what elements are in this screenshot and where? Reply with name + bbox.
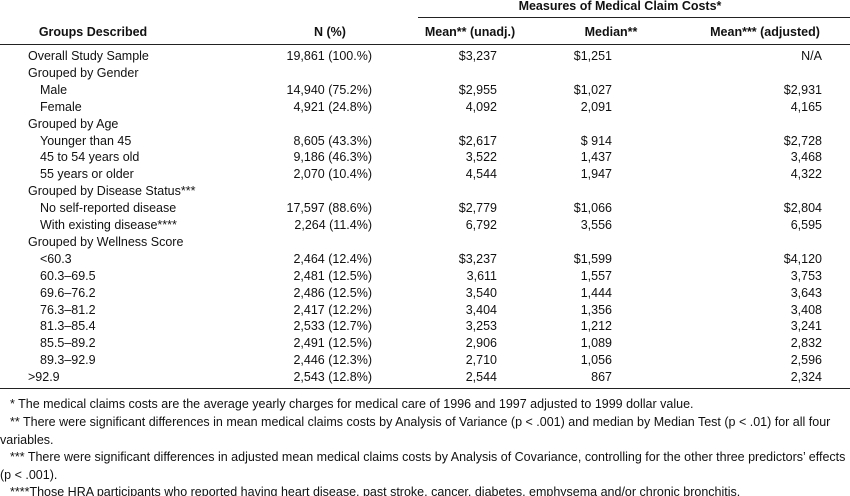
- cell-value: N/A: [801, 49, 822, 63]
- cell-value: 2,446 (12.3%): [293, 353, 372, 368]
- row-label: Male: [40, 82, 68, 97]
- cell-value: 2,486 (12.5%): [293, 285, 372, 300]
- cell-value: 1,356: [580, 302, 612, 317]
- cell-value: 6,792: [465, 218, 497, 232]
- cell-value: $2,779: [458, 201, 497, 216]
- cell-value: 3,468: [790, 150, 822, 165]
- cell-value: 2,544: [465, 370, 497, 385]
- footnote: ** There were significant differences in…: [0, 415, 831, 447]
- group-label: Grouped by Age: [28, 116, 119, 131]
- cell-value: 2,464 (12.4%): [293, 251, 372, 266]
- row-label: Younger than 45: [40, 133, 132, 148]
- column-header: Mean*** (adjusted): [710, 25, 820, 39]
- cell-value: 4,544: [465, 167, 497, 182]
- cell-value: 14,940 (75.2%): [286, 82, 372, 97]
- cell-value: 2,491 (12.5%): [293, 336, 372, 351]
- cell-value: 2,533 (12.7%): [293, 319, 372, 334]
- cell-value: 4,921 (24.8%): [293, 99, 372, 114]
- group-label: Grouped by Disease Status***: [28, 184, 196, 199]
- cell-value: 2,906: [465, 336, 497, 351]
- cell-value: 1,089: [580, 336, 612, 351]
- row-label: 55 years or older: [40, 167, 134, 182]
- cell-value: $1,066: [573, 201, 612, 216]
- row-label: 85.5–89.2: [40, 336, 96, 351]
- rule: [0, 44, 850, 45]
- footnote: *** There were significant differences i…: [0, 450, 846, 482]
- cell-value: 8,605 (43.3%): [293, 133, 372, 148]
- cell-value: $2,728: [783, 133, 822, 148]
- cell-value: 19,861 (100.%): [286, 49, 372, 63]
- cell-value: $3,237: [458, 251, 497, 266]
- row-label: No self-reported disease: [40, 201, 177, 216]
- cell-value: $3,237: [458, 49, 497, 63]
- cell-value: 2,417 (12.2%): [293, 302, 372, 317]
- cell-value: 2,596: [790, 353, 822, 368]
- row-label: <60.3: [40, 251, 72, 266]
- cell-value: 1,947: [580, 167, 612, 182]
- row-label: 69.6–76.2: [40, 285, 96, 300]
- cell-value: $2,804: [783, 201, 822, 216]
- row-label: 60.3–69.5: [40, 268, 96, 283]
- cell-value: 2,264 (11.4%): [294, 218, 372, 232]
- cell-value: 2,710: [465, 353, 497, 368]
- cell-value: 3,522: [465, 150, 497, 165]
- cell-value: 2,481 (12.5%): [293, 268, 372, 283]
- cell-value: $ 914: [580, 133, 612, 148]
- cell-value: $1,251: [573, 49, 612, 63]
- row-label: Overall Study Sample: [28, 49, 149, 63]
- cell-value: 1,056: [580, 353, 612, 368]
- cell-value: $2,617: [458, 133, 497, 148]
- cell-value: 867: [591, 370, 612, 385]
- cell-value: 1,557: [580, 268, 612, 283]
- cell-value: 4,165: [790, 99, 822, 114]
- row-label: 81.3–85.4: [40, 319, 96, 334]
- cell-value: 17,597 (88.6%): [286, 201, 372, 216]
- column-header: N (%): [314, 25, 346, 39]
- cell-value: $2,955: [458, 82, 497, 97]
- cell-value: 2,070 (10.4%): [293, 167, 372, 182]
- row-label: 89.3–92.9: [40, 353, 96, 368]
- cell-value: 4,092: [465, 99, 497, 114]
- cell-value: 3,556: [580, 218, 612, 232]
- footnote: ****Those HRA participants who reported …: [10, 485, 741, 496]
- rule: [418, 17, 850, 18]
- cell-value: 3,540: [465, 285, 497, 300]
- row-label: 76.3–81.2: [40, 302, 96, 317]
- cell-value: 2,324: [790, 370, 822, 385]
- cell-value: 9,186 (46.3%): [293, 150, 372, 165]
- cell-value: 3,408: [790, 302, 822, 317]
- cell-value: 6,595: [790, 218, 822, 232]
- rule: [0, 388, 850, 389]
- cell-value: 1,444: [580, 285, 612, 300]
- cell-value: 3,241: [790, 319, 822, 334]
- cell-value: 2,543 (12.8%): [293, 370, 372, 385]
- footnote: * The medical claims costs are the avera…: [10, 397, 694, 411]
- row-label: With existing disease****: [40, 218, 177, 232]
- column-header: Groups Described: [38, 25, 148, 39]
- cell-value: 2,091: [580, 99, 612, 114]
- group-label: Grouped by Gender: [28, 65, 139, 80]
- cell-value: 3,753: [790, 268, 822, 283]
- cell-value: 1,437: [580, 150, 612, 165]
- row-label: 45 to 54 years old: [40, 150, 140, 165]
- column-header: Mean** (unadj.): [424, 25, 516, 39]
- cell-value: 2,832: [790, 336, 822, 351]
- cell-value: 3,253: [465, 319, 497, 334]
- row-label: Female: [40, 99, 82, 114]
- row-label: >92.9: [28, 370, 60, 385]
- cell-value: 4,322: [790, 167, 822, 182]
- cell-value: $2,931: [783, 82, 822, 97]
- group-label: Grouped by Wellness Score: [28, 234, 184, 249]
- cell-value: $1,599: [573, 251, 612, 266]
- cell-value: 3,611: [466, 268, 497, 283]
- cell-value: $4,120: [783, 251, 822, 266]
- cell-value: 3,404: [465, 302, 497, 317]
- cell-value: $1,027: [573, 82, 612, 97]
- group-header: Measures of Medical Claim Costs*: [518, 0, 722, 13]
- cell-value: 1,212: [580, 319, 612, 334]
- cell-value: 3,643: [790, 285, 822, 300]
- column-header: Median**: [584, 25, 638, 39]
